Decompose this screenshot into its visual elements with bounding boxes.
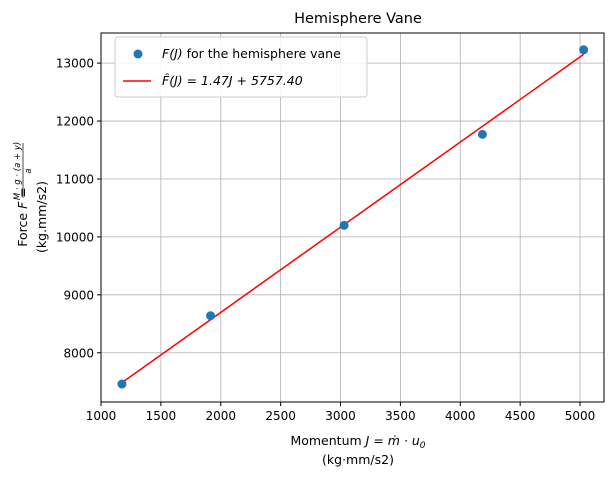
x-tick-label: 4500 xyxy=(505,409,536,423)
legend-marker-scatter xyxy=(133,49,143,59)
x-tick-label: 1500 xyxy=(146,409,177,423)
y-tick-label: 11000 xyxy=(56,172,94,186)
x-axis-label-units: (kg·mm/s2) xyxy=(322,452,394,467)
data-point xyxy=(579,45,589,55)
x-tick-label: 4000 xyxy=(445,409,476,423)
legend-label-line: F̂(J) = 1.47J + 5757.40 xyxy=(162,73,303,88)
y-tick-label: 12000 xyxy=(56,115,94,129)
x-tick-label: 2000 xyxy=(205,409,236,423)
y-label-fraction-numerator: M · g · (a + y) xyxy=(13,142,23,200)
data-point xyxy=(206,311,216,321)
y-label-fraction-denominator: a xyxy=(24,168,34,173)
y-axis-label: Force F = M · g · (a + y) a xyxy=(13,142,34,247)
x-axis-ticks: 1000 1500 2000 2500 3000 3500 4000 4500 5000 xyxy=(86,402,596,423)
x-tick-label: 3500 xyxy=(385,409,416,423)
scatter-series xyxy=(117,45,589,389)
x-tick-label: 5000 xyxy=(565,409,596,423)
y-axis-ticks: 8000 9000 10000 11000 12000 13000 xyxy=(56,57,101,360)
chart-title: Hemisphere Vane xyxy=(294,11,422,27)
y-tick-label: 9000 xyxy=(63,288,94,302)
y-tick-label: 10000 xyxy=(56,230,94,244)
grid xyxy=(100,33,604,402)
y-axis-label-units: (kg.mm/s2) xyxy=(34,181,49,253)
plot-frame xyxy=(100,32,605,403)
y-tick-label: 8000 xyxy=(63,346,94,360)
x-axis-label: Momentum J = ṁ · u0 xyxy=(290,433,425,451)
x-tick-label: 2500 xyxy=(265,409,296,423)
svg-text:Force F =: Force F = xyxy=(15,187,30,246)
fit-line xyxy=(121,53,585,384)
fit-line-series xyxy=(121,53,585,384)
x-tick-label: 3000 xyxy=(325,409,356,423)
data-point xyxy=(117,379,127,389)
data-point xyxy=(339,220,349,230)
legend: F(J) for the hemisphere vane F̂(J) = 1.4… xyxy=(114,36,368,98)
y-tick-label: 13000 xyxy=(56,57,94,71)
legend-label-scatter: F(J) for the hemisphere vane xyxy=(162,46,341,61)
x-tick-label: 1000 xyxy=(86,409,117,423)
data-point xyxy=(477,129,487,139)
legend-box xyxy=(114,36,368,98)
